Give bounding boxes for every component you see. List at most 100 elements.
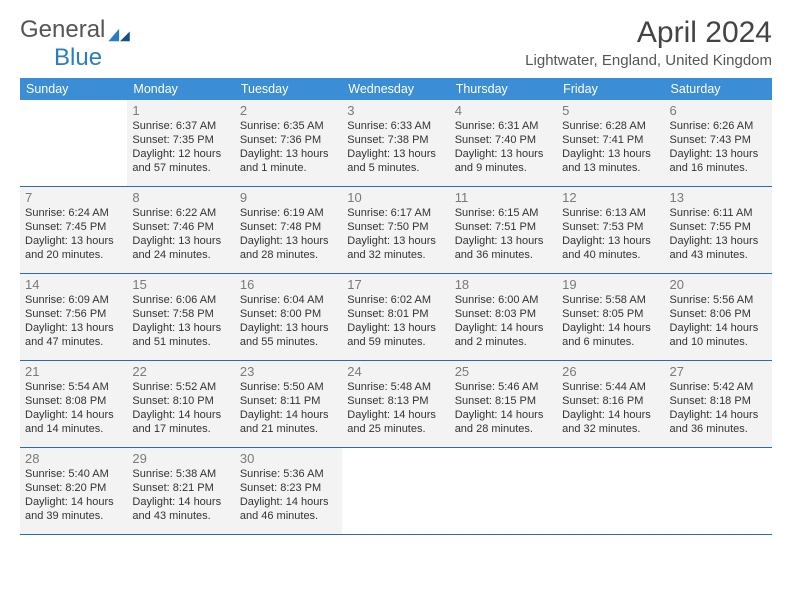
sunset: Sunset: 7:58 PM <box>132 308 229 322</box>
day-cell: 26Sunrise: 5:44 AMSunset: 8:16 PMDayligh… <box>557 361 664 447</box>
week-row: 21Sunrise: 5:54 AMSunset: 8:08 PMDayligh… <box>20 361 772 448</box>
day-number: 3 <box>347 103 444 119</box>
day-number: 23 <box>240 364 337 380</box>
sunset: Sunset: 8:11 PM <box>240 395 337 409</box>
sunrise: Sunrise: 6:19 AM <box>240 207 337 221</box>
sunrise: Sunrise: 6:02 AM <box>347 294 444 308</box>
daylight: Daylight: 14 hours and 46 minutes. <box>240 496 337 524</box>
sunset: Sunset: 7:53 PM <box>562 221 659 235</box>
sunset: Sunset: 7:40 PM <box>455 134 552 148</box>
logo-text-1: General <box>20 16 105 43</box>
sunset: Sunset: 8:18 PM <box>670 395 767 409</box>
day-cell: 6Sunrise: 6:26 AMSunset: 7:43 PMDaylight… <box>665 100 772 186</box>
sunrise: Sunrise: 6:11 AM <box>670 207 767 221</box>
day-number: 21 <box>25 364 122 380</box>
sunset: Sunset: 8:23 PM <box>240 482 337 496</box>
day-cell: 23Sunrise: 5:50 AMSunset: 8:11 PMDayligh… <box>235 361 342 447</box>
sunset: Sunset: 8:15 PM <box>455 395 552 409</box>
daylight: Daylight: 13 hours and 13 minutes. <box>562 148 659 176</box>
day-number: 7 <box>25 190 122 206</box>
daylight: Daylight: 13 hours and 32 minutes. <box>347 235 444 263</box>
day-number: 22 <box>132 364 229 380</box>
sunrise: Sunrise: 6:24 AM <box>25 207 122 221</box>
daylight: Daylight: 14 hours and 14 minutes. <box>25 409 122 437</box>
daylight: Daylight: 13 hours and 1 minute. <box>240 148 337 176</box>
daylight: Daylight: 14 hours and 32 minutes. <box>562 409 659 437</box>
day-cell: 30Sunrise: 5:36 AMSunset: 8:23 PMDayligh… <box>235 448 342 534</box>
sunset: Sunset: 7:50 PM <box>347 221 444 235</box>
day-number: 20 <box>670 277 767 293</box>
weeks-container: 1Sunrise: 6:37 AMSunset: 7:35 PMDaylight… <box>20 100 772 535</box>
sunrise: Sunrise: 5:52 AM <box>132 381 229 395</box>
dayname-row: SundayMondayTuesdayWednesdayThursdayFrid… <box>20 78 772 100</box>
daylight: Daylight: 14 hours and 6 minutes. <box>562 322 659 350</box>
sunset: Sunset: 8:10 PM <box>132 395 229 409</box>
day-cell: 25Sunrise: 5:46 AMSunset: 8:15 PMDayligh… <box>450 361 557 447</box>
daylight: Daylight: 13 hours and 24 minutes. <box>132 235 229 263</box>
day-number: 12 <box>562 190 659 206</box>
day-cell: 12Sunrise: 6:13 AMSunset: 7:53 PMDayligh… <box>557 187 664 273</box>
dayname: Monday <box>127 78 234 100</box>
day-cell: 22Sunrise: 5:52 AMSunset: 8:10 PMDayligh… <box>127 361 234 447</box>
day-cell: 24Sunrise: 5:48 AMSunset: 8:13 PMDayligh… <box>342 361 449 447</box>
daylight: Daylight: 13 hours and 16 minutes. <box>670 148 767 176</box>
daylight: Daylight: 13 hours and 20 minutes. <box>25 235 122 263</box>
dayname: Tuesday <box>235 78 342 100</box>
day-number: 1 <box>132 103 229 119</box>
day-cell: 5Sunrise: 6:28 AMSunset: 7:41 PMDaylight… <box>557 100 664 186</box>
day-cell: 27Sunrise: 5:42 AMSunset: 8:18 PMDayligh… <box>665 361 772 447</box>
empty-cell <box>342 448 449 534</box>
day-cell: 15Sunrise: 6:06 AMSunset: 7:58 PMDayligh… <box>127 274 234 360</box>
sunset: Sunset: 8:06 PM <box>670 308 767 322</box>
location: Lightwater, England, United Kingdom <box>525 52 772 69</box>
sunrise: Sunrise: 6:35 AM <box>240 120 337 134</box>
sunrise: Sunrise: 6:17 AM <box>347 207 444 221</box>
day-number: 26 <box>562 364 659 380</box>
dayname: Wednesday <box>342 78 449 100</box>
sunrise: Sunrise: 6:37 AM <box>132 120 229 134</box>
sunset: Sunset: 8:05 PM <box>562 308 659 322</box>
sunrise: Sunrise: 6:06 AM <box>132 294 229 308</box>
sunrise: Sunrise: 6:00 AM <box>455 294 552 308</box>
day-cell: 14Sunrise: 6:09 AMSunset: 7:56 PMDayligh… <box>20 274 127 360</box>
day-cell: 28Sunrise: 5:40 AMSunset: 8:20 PMDayligh… <box>20 448 127 534</box>
daylight: Daylight: 13 hours and 43 minutes. <box>670 235 767 263</box>
day-cell: 7Sunrise: 6:24 AMSunset: 7:45 PMDaylight… <box>20 187 127 273</box>
sunrise: Sunrise: 5:46 AM <box>455 381 552 395</box>
daylight: Daylight: 13 hours and 47 minutes. <box>25 322 122 350</box>
day-cell: 29Sunrise: 5:38 AMSunset: 8:21 PMDayligh… <box>127 448 234 534</box>
sunset: Sunset: 7:46 PM <box>132 221 229 235</box>
sunset: Sunset: 7:48 PM <box>240 221 337 235</box>
day-number: 19 <box>562 277 659 293</box>
sunset: Sunset: 8:03 PM <box>455 308 552 322</box>
daylight: Daylight: 13 hours and 40 minutes. <box>562 235 659 263</box>
sunrise: Sunrise: 5:50 AM <box>240 381 337 395</box>
day-number: 16 <box>240 277 337 293</box>
sunrise: Sunrise: 5:58 AM <box>562 294 659 308</box>
daylight: Daylight: 13 hours and 5 minutes. <box>347 148 444 176</box>
day-cell: 13Sunrise: 6:11 AMSunset: 7:55 PMDayligh… <box>665 187 772 273</box>
daylight: Daylight: 13 hours and 36 minutes. <box>455 235 552 263</box>
sunrise: Sunrise: 5:42 AM <box>670 381 767 395</box>
sunrise: Sunrise: 6:15 AM <box>455 207 552 221</box>
daylight: Daylight: 13 hours and 28 minutes. <box>240 235 337 263</box>
sunrise: Sunrise: 5:40 AM <box>25 468 122 482</box>
daylight: Daylight: 14 hours and 43 minutes. <box>132 496 229 524</box>
sunrise: Sunrise: 6:31 AM <box>455 120 552 134</box>
daylight: Daylight: 14 hours and 28 minutes. <box>455 409 552 437</box>
day-cell: 8Sunrise: 6:22 AMSunset: 7:46 PMDaylight… <box>127 187 234 273</box>
sunset: Sunset: 8:00 PM <box>240 308 337 322</box>
sunrise: Sunrise: 6:04 AM <box>240 294 337 308</box>
sunrise: Sunrise: 5:56 AM <box>670 294 767 308</box>
day-number: 11 <box>455 190 552 206</box>
sunset: Sunset: 7:55 PM <box>670 221 767 235</box>
sunrise: Sunrise: 5:54 AM <box>25 381 122 395</box>
day-number: 29 <box>132 451 229 467</box>
title-block: April 2024 Lightwater, England, United K… <box>525 16 772 69</box>
sunset: Sunset: 7:41 PM <box>562 134 659 148</box>
daylight: Daylight: 14 hours and 21 minutes. <box>240 409 337 437</box>
dayname: Saturday <box>665 78 772 100</box>
day-cell: 2Sunrise: 6:35 AMSunset: 7:36 PMDaylight… <box>235 100 342 186</box>
sunset: Sunset: 8:16 PM <box>562 395 659 409</box>
day-cell: 3Sunrise: 6:33 AMSunset: 7:38 PMDaylight… <box>342 100 449 186</box>
